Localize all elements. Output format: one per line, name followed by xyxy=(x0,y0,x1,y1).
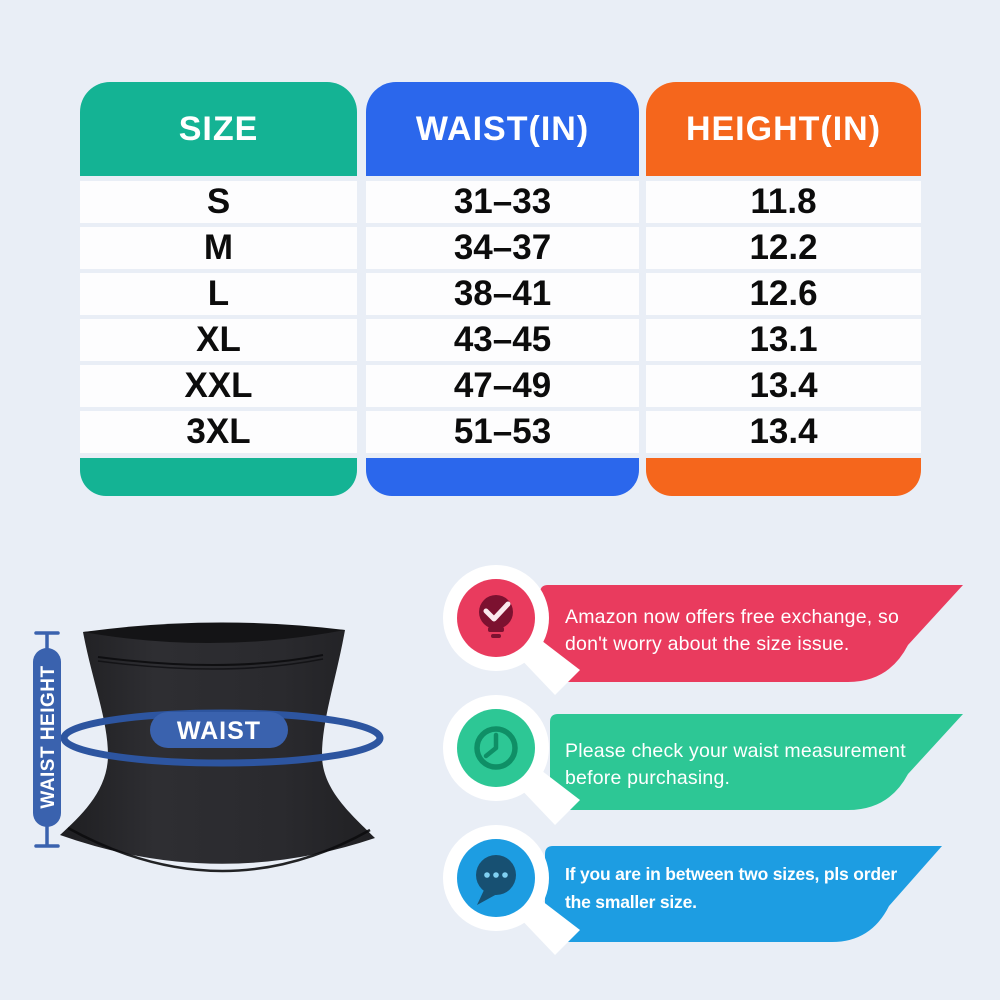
table-cell-waist: 51–53 xyxy=(366,411,639,453)
table-cell-height: 12.6 xyxy=(646,273,921,315)
table-cell-waist: 43–45 xyxy=(366,319,639,361)
table-cell-height: 13.4 xyxy=(646,411,921,453)
table-cell-height: 11.8 xyxy=(646,181,921,223)
bottom-seam-line xyxy=(67,826,371,873)
callout-banner-svg xyxy=(443,565,963,695)
callout-text-line: before purchasing. xyxy=(565,767,731,789)
callout-free-exchange: Amazon now offers free exchange, so don'… xyxy=(440,560,980,695)
callout-text-line: If you are in between two sizes, pls ord… xyxy=(565,864,897,884)
waist-column: WAIST(IN) 31–33 34–37 38–41 43–45 47–49 … xyxy=(366,82,639,496)
height-column: HEIGHT(IN) 11.8 12.2 12.6 13.1 13.4 13.4 xyxy=(646,82,921,496)
callout-text: Amazon now offers free exchange, so don'… xyxy=(565,604,940,658)
table-cell-waist: 38–41 xyxy=(366,273,639,315)
waist-label-pill xyxy=(150,712,288,748)
size-column-header: SIZE xyxy=(80,82,357,176)
table-cell-waist: 47–49 xyxy=(366,365,639,407)
callout-text-line: Please check your waist measurement xyxy=(565,740,906,762)
callout-text: Please check your waist measurement befo… xyxy=(565,738,940,792)
height-column-rows: 11.8 12.2 12.6 13.1 13.4 13.4 xyxy=(646,181,921,453)
table-cell-waist: 31–33 xyxy=(366,181,639,223)
waist-column-footer xyxy=(366,458,639,496)
height-column-footer xyxy=(646,458,921,496)
waist-height-pill xyxy=(33,648,61,827)
table-cell-size: XL xyxy=(80,319,357,361)
size-column-footer xyxy=(80,458,357,496)
check-mark-icon xyxy=(483,601,511,622)
table-cell-height: 12.2 xyxy=(646,227,921,269)
table-cell-size: XXL xyxy=(80,365,357,407)
callout-text-line: the smaller size. xyxy=(565,892,697,912)
table-cell-size: L xyxy=(80,273,357,315)
chat-dots xyxy=(484,872,508,878)
callout-text-line: don't worry about the size issue. xyxy=(565,633,850,655)
waist-column-header: WAIST(IN) xyxy=(366,82,639,176)
callout-banner-shape xyxy=(550,714,963,810)
callout-text: If you are in between two sizes, pls ord… xyxy=(565,860,940,916)
table-cell-size: S xyxy=(80,181,357,223)
waist-band-opening xyxy=(83,622,345,644)
waist-height-label: WAIST HEIGHT xyxy=(38,665,59,808)
callout-text-line: Amazon now offers free exchange, so xyxy=(565,606,899,628)
table-cell-size: M xyxy=(80,227,357,269)
callout-banner-shape xyxy=(540,585,963,682)
height-column-header: HEIGHT(IN) xyxy=(646,82,921,176)
table-cell-height: 13.1 xyxy=(646,319,921,361)
lightbulb-check-icon xyxy=(479,595,513,638)
table-cell-height: 13.4 xyxy=(646,365,921,407)
callout-banner-svg xyxy=(443,825,942,955)
top-seam-line xyxy=(97,654,324,666)
waist-label: WAIST xyxy=(177,717,261,745)
waist-column-rows: 31–33 34–37 38–41 43–45 47–49 51–53 xyxy=(366,181,639,453)
top-seam-line2 xyxy=(97,658,324,670)
measure-line xyxy=(34,631,60,848)
waist-trainer-svg: WAIST WAIST HEIGHT xyxy=(33,622,384,873)
waist-trainer-illustration: WAIST WAIST HEIGHT xyxy=(20,595,410,905)
callout-between-sizes: If you are in between two sizes, pls ord… xyxy=(440,820,980,955)
clock-icon xyxy=(474,726,518,770)
callout-banner-svg xyxy=(443,695,963,825)
callout-banner-shape xyxy=(545,846,942,942)
table-cell-size: 3XL xyxy=(80,411,357,453)
size-column-rows: S M L XL XXL 3XL xyxy=(80,181,357,453)
table-cell-waist: 34–37 xyxy=(366,227,639,269)
callout-check-measurement: Please check your waist measurement befo… xyxy=(440,690,980,825)
size-column: SIZE S M L XL XXL 3XL xyxy=(80,82,357,496)
